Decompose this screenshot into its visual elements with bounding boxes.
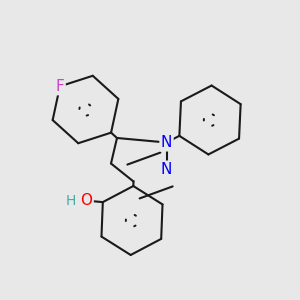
Text: N: N <box>161 135 172 150</box>
Text: O: O <box>80 193 92 208</box>
Text: N: N <box>161 162 172 177</box>
Text: H: H <box>66 194 76 208</box>
Text: F: F <box>56 79 64 94</box>
